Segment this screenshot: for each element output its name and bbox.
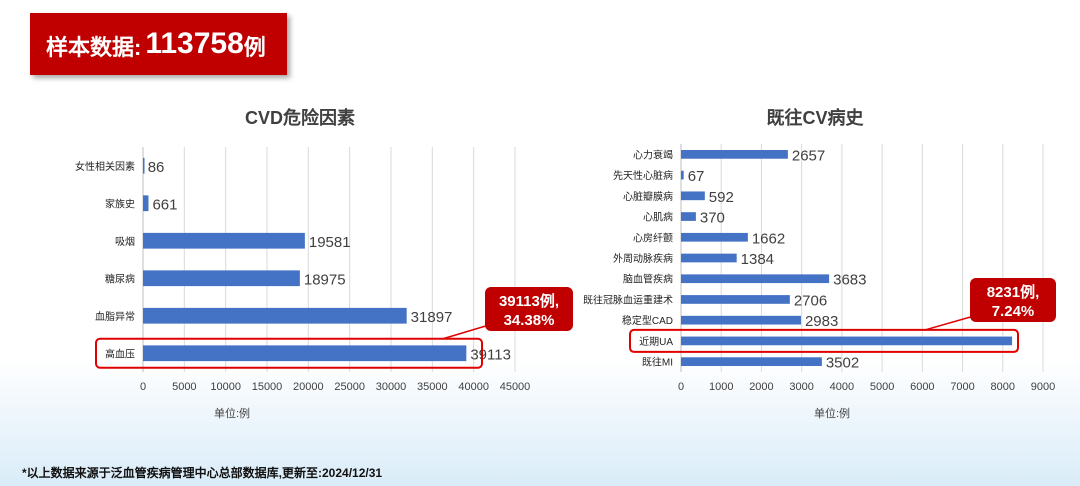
data-label: 1662 (752, 230, 785, 247)
callout-box (970, 278, 1056, 322)
sample-size-unit: 例 (243, 35, 266, 60)
x-tick-label: 7000 (950, 381, 974, 393)
callout-leader-line (924, 315, 975, 331)
x-tick-label: 25000 (334, 381, 365, 393)
category-label: 心脏瓣膜病 (623, 190, 673, 203)
callout-percent: 7.24% (992, 303, 1035, 320)
x-axis-label: 单位:例 (214, 406, 250, 420)
data-label: 661 (152, 196, 177, 213)
data-label: 19581 (309, 234, 351, 251)
bar (143, 232, 305, 249)
bar (681, 253, 737, 263)
callout-count: 8231例, (987, 283, 1040, 301)
bar (681, 232, 748, 242)
x-tick-label: 8000 (991, 381, 1015, 393)
x-tick-label: 9000 (1031, 381, 1055, 393)
data-label: 3502 (826, 355, 859, 372)
bar (143, 345, 467, 362)
sample-size-banner: 样本数据: 113758 例 (30, 13, 287, 75)
category-label: 女性相关因素 (75, 160, 135, 173)
data-label: 18975 (304, 271, 346, 288)
callout-percent: 34.38% (504, 312, 555, 329)
category-label: 脑血管疾病 (623, 273, 673, 286)
bar (681, 295, 790, 304)
data-label: 2983 (805, 313, 838, 330)
bar (681, 170, 684, 180)
bar (681, 357, 822, 366)
x-tick-label: 35000 (417, 381, 448, 393)
category-label: 稳定型CAD (622, 314, 673, 327)
data-source-footnote: *以上数据来源于泛血管疾病管理中心总部数据库,更新至:2024/12/31 (22, 466, 383, 480)
x-tick-label: 0 (140, 381, 146, 393)
bar (143, 195, 149, 212)
category-label: 既往冠脉血运重建术 (583, 293, 673, 306)
category-label: 糖尿病 (105, 272, 135, 285)
data-label: 2657 (792, 147, 825, 164)
category-label: 外周动脉疾病 (613, 252, 673, 265)
data-label: 370 (700, 210, 725, 227)
category-label: 吸烟 (115, 235, 135, 248)
x-tick-label: 0 (678, 381, 684, 393)
category-label: 心房纤颤 (633, 231, 673, 244)
x-axis-label: 单位:例 (814, 406, 850, 420)
callout-box (485, 287, 573, 331)
category-label: 既往MI (642, 356, 673, 369)
chart-title: 既往CV病史 (766, 107, 864, 128)
x-tick-label: 20000 (293, 381, 324, 393)
highlight-outline (629, 328, 1019, 353)
category-label: 近期UA (639, 335, 673, 348)
x-tick-label: 5000 (172, 381, 196, 393)
category-label: 血脂异常 (95, 310, 135, 323)
bar (681, 315, 801, 325)
bar (681, 150, 788, 159)
data-label: 3683 (833, 272, 866, 289)
bar (681, 274, 830, 284)
bar (143, 270, 300, 287)
x-tick-label: 10000 (210, 381, 241, 393)
x-tick-label: 5000 (870, 381, 894, 393)
data-label: 2706 (794, 292, 827, 309)
sample-size-label: 样本数据: (46, 35, 142, 60)
data-label: 86 (148, 159, 165, 176)
chart-title: CVD危险因素 (245, 107, 355, 128)
category-label: 先天性心脏病 (613, 169, 673, 182)
data-label: 592 (709, 189, 734, 206)
highlight-outline (95, 337, 483, 369)
data-label: 31897 (411, 309, 453, 326)
x-tick-label: 45000 (500, 381, 531, 393)
bar (681, 212, 696, 221)
callout-leader-line (442, 324, 490, 340)
x-tick-label: 40000 (458, 381, 489, 393)
x-tick-label: 3000 (789, 381, 813, 393)
x-tick-label: 4000 (830, 381, 854, 393)
bar (681, 191, 705, 201)
callout-count: 39113例, (499, 292, 559, 310)
data-label: 67 (688, 168, 705, 185)
category-label: 心肌病 (643, 211, 673, 224)
bar (143, 157, 145, 174)
x-tick-label: 15000 (252, 381, 283, 393)
data-label: 1384 (741, 251, 774, 268)
data-label: 39113 (470, 346, 511, 363)
bar (143, 307, 407, 324)
category-label: 家族史 (105, 197, 135, 210)
x-tick-label: 6000 (910, 381, 934, 393)
category-label: 心力衰竭 (633, 148, 673, 161)
sample-size-value: 113758 (145, 27, 244, 60)
bar (681, 336, 1013, 346)
x-tick-label: 30000 (376, 381, 407, 393)
x-tick-label: 2000 (749, 381, 773, 393)
x-tick-label: 1000 (709, 381, 733, 393)
category-label: 高血压 (105, 347, 135, 360)
